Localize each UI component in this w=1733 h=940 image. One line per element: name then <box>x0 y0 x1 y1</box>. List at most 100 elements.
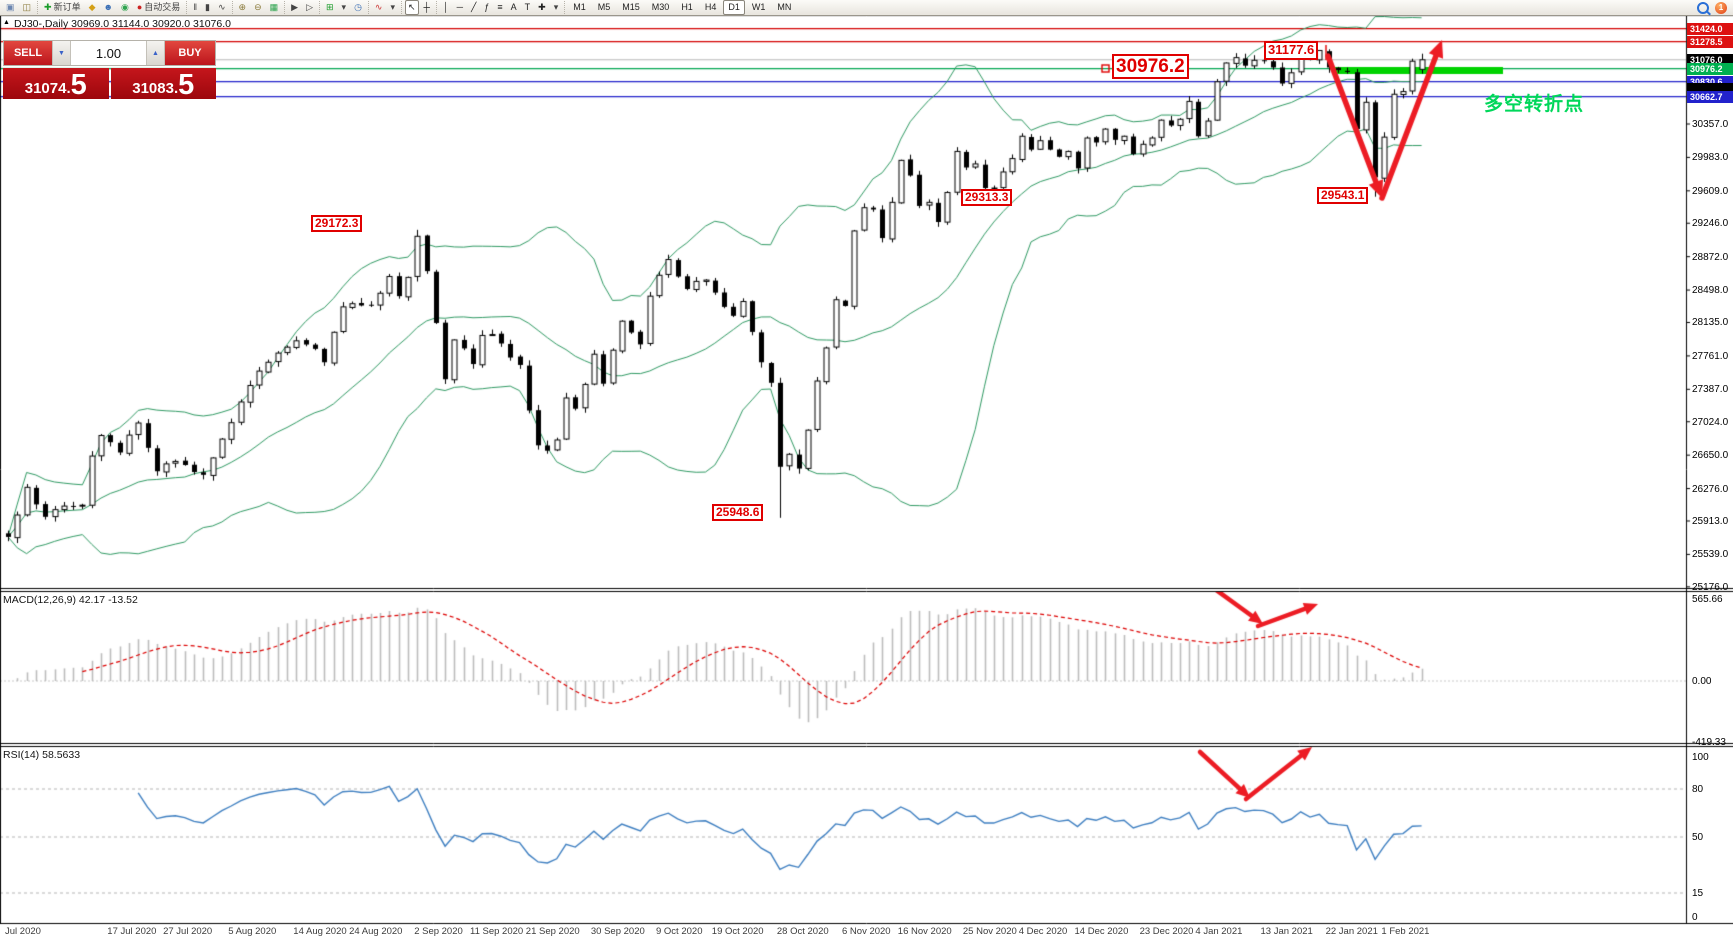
date-axis-label: 9 Oct 2020 <box>656 926 703 937</box>
macd-values: 42.17 -13.52 <box>75 594 138 606</box>
price-level-badge: 31278.5 <box>1687 35 1733 48</box>
timeframe-M1[interactable]: M1 <box>573 2 586 12</box>
buy-price-frac: 5 <box>178 69 195 102</box>
clock-icon: ◷ <box>354 2 362 12</box>
fibo-expansion-icon[interactable]: ≡ <box>494 0 505 15</box>
dropdown-arrow-icon[interactable]: ▾ <box>551 0 562 15</box>
new-window-icon[interactable]: ▣ <box>3 0 18 15</box>
templates-icon[interactable]: ⊞ <box>323 0 337 15</box>
chart-shift-icon[interactable]: ▷ <box>303 0 316 15</box>
autotrade-button[interactable]: ● 自动交易 <box>134 0 183 15</box>
sell-price-frac: 5 <box>70 69 87 102</box>
timeframe-H1[interactable]: H1 <box>681 2 693 12</box>
toolbar-group: ↖ ┼ <box>401 0 436 15</box>
macd-axis-tick: 565.66 <box>1692 593 1723 605</box>
candlestick-icon[interactable]: ▮ <box>202 0 213 15</box>
rsi-axis-tick: 100 <box>1692 752 1709 763</box>
timeframe-H4[interactable]: H4 <box>704 2 717 12</box>
buy-price[interactable]: 31083 . 5 <box>110 68 216 102</box>
lot-decrease-button[interactable]: ▼ <box>52 41 71 65</box>
timeframe-M15[interactable]: M15 <box>622 2 640 12</box>
shapes-icon[interactable]: ✚ <box>535 0 549 15</box>
date-axis-label: 14 Aug 2020 <box>293 926 347 937</box>
timeframe-MN[interactable]: MN <box>777 2 792 12</box>
shapes-icon: ✚ <box>538 2 546 12</box>
rsi-axis-tick: 80 <box>1692 784 1704 795</box>
templates-icon: ⊞ <box>325 2 334 12</box>
dropdown-arrow-icon[interactable]: ▾ <box>387 0 398 15</box>
timeframe-M5[interactable]: M5 <box>597 2 611 12</box>
market-watch-icon: ◫ <box>22 2 32 12</box>
clock-icon[interactable]: ◷ <box>351 0 365 15</box>
auto-scroll-icon: ▶ <box>291 2 299 12</box>
hline-icon[interactable]: ─ <box>454 0 466 15</box>
signal-icon[interactable]: ◉ <box>118 0 132 15</box>
price-axis-tick: 27024.0 <box>1692 416 1729 428</box>
eraser-icon[interactable]: ◆ <box>86 0 99 15</box>
bar-chart-icon[interactable]: ‖ <box>190 0 200 15</box>
notification-badge[interactable]: 1 <box>1715 1 1727 14</box>
publisher-icon[interactable]: ☻ <box>101 0 116 15</box>
price-annotation-label: 29543.1 <box>1317 187 1369 205</box>
rsi-value: 58.5633 <box>39 749 81 761</box>
date-axis-label: 16 Nov 2020 <box>897 926 952 937</box>
date-axis-label: 27 Jul 2020 <box>163 926 213 937</box>
date-axis-label: 2 Sep 2020 <box>414 926 463 937</box>
autotrade-button-label: 自动交易 <box>144 2 181 12</box>
text-icon[interactable]: A <box>508 0 520 15</box>
new-order-button[interactable]: ✚ 新订单 <box>41 0 84 15</box>
trendline-icon: ╱ <box>470 2 477 12</box>
price-axis-tick: 26276.0 <box>1692 483 1729 495</box>
auto-scroll-icon[interactable]: ▶ <box>288 0 301 15</box>
price-axis-tick: 28872.0 <box>1692 251 1729 263</box>
indicators-icon[interactable]: ∿ <box>372 0 386 15</box>
tile-windows-icon[interactable]: ▦ <box>267 0 282 15</box>
timeframe-group: M1 M5 M15 M30 H1 H4 D1 W1 MN <box>564 0 799 15</box>
date-axis-label: 6 Nov 2020 <box>842 926 891 937</box>
tile-windows-icon: ▦ <box>269 2 279 12</box>
date-axis-label: 22 Jan 2021 <box>1325 926 1378 937</box>
toolbar-group: │ ─ ╱ ƒ ≡ A T ✚ ▾ <box>435 0 564 15</box>
vline-icon[interactable]: │ <box>440 0 452 15</box>
price-level-badge: 30976.2 <box>1687 62 1733 75</box>
lot-size-input[interactable]: 1.00 <box>71 41 146 65</box>
dropdown-arrow-icon: ▾ <box>341 2 347 12</box>
vline-icon: │ <box>442 2 449 12</box>
market-watch-icon[interactable]: ◫ <box>20 0 35 15</box>
trendline-icon[interactable]: ╱ <box>468 0 479 15</box>
timeframe-W1[interactable]: W1 <box>751 2 766 12</box>
date-axis-label: 21 Sep 2020 <box>525 926 580 937</box>
cursor-icon[interactable]: ↖ <box>405 0 419 15</box>
price-axis-tick: 25913.0 <box>1692 515 1729 527</box>
search-icon[interactable] <box>1697 1 1709 14</box>
rsi-name: RSI(14) <box>3 749 40 761</box>
date-axis-label: 19 Oct 2020 <box>711 926 764 937</box>
eraser-icon: ◆ <box>88 2 96 12</box>
price-axis-tick: 29983.0 <box>1692 152 1729 164</box>
dropdown-arrow-icon[interactable]: ▾ <box>339 0 350 15</box>
sell-price[interactable]: 31074 . 5 <box>3 68 109 102</box>
price-annotation-label: 29313.3 <box>961 189 1013 207</box>
crosshair-icon[interactable]: ┼ <box>421 0 433 15</box>
zoom-in-icon[interactable]: ⊕ <box>236 0 250 15</box>
fibo-icon[interactable]: ƒ <box>481 0 492 15</box>
lot-increase-button[interactable]: ▲ <box>146 41 165 65</box>
buy-button[interactable]: BUY <box>165 41 215 65</box>
zoom-out-icon[interactable]: ⊖ <box>251 0 265 15</box>
dropdown-arrow-icon: ▾ <box>553 2 559 12</box>
price-axis-tick: 29246.0 <box>1692 218 1729 230</box>
price-axis-tick: 25176.0 <box>1692 581 1729 593</box>
line-chart-icon: ∿ <box>217 2 226 12</box>
timeframe-M30[interactable]: M30 <box>651 2 670 12</box>
price-axis-tick: 27761.0 <box>1692 350 1729 362</box>
line-chart-icon[interactable]: ∿ <box>215 0 229 15</box>
date-axis-label: Jul 2020 <box>5 926 41 937</box>
timeframe-D1[interactable]: D1 <box>723 0 745 15</box>
text-icon: A <box>510 2 517 12</box>
toolbar-group: ∿ ▾ <box>367 0 401 15</box>
text-label-icon[interactable]: T <box>522 0 534 15</box>
sell-price-main: 31074 <box>24 80 67 97</box>
date-axis-label: 1 Feb 2021 <box>1381 926 1430 937</box>
sell-button[interactable]: SELL <box>4 41 52 65</box>
